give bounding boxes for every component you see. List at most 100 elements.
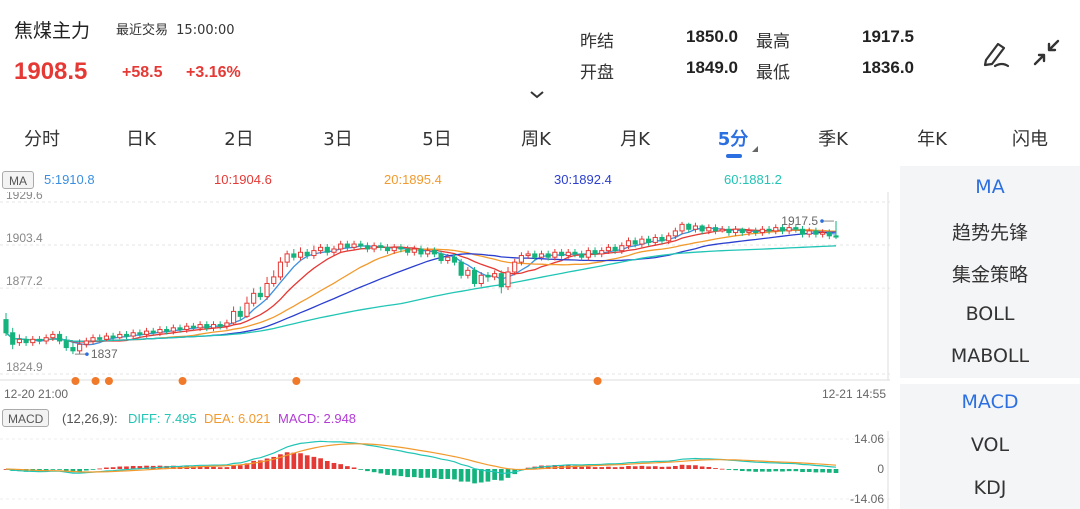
candle-body [639, 238, 645, 245]
indicator-boll[interactable]: BOLL [965, 303, 1015, 325]
candle-body [558, 251, 565, 257]
macd-histogram-bar [452, 469, 457, 480]
tab-monthly[interactable]: 月K [620, 129, 650, 150]
chevron-down-icon[interactable] [528, 86, 546, 99]
indicator-macd[interactable]: MACD [961, 391, 1019, 413]
candle-body [779, 227, 786, 232]
candle-body [759, 228, 765, 234]
macd-histogram-bar [458, 469, 464, 482]
ma20-value: 20:1895.4 [384, 172, 442, 187]
kline-chart[interactable]: 1929.6 1903.4 1877.2 1824.9 12-20 21:00 12-21… [0, 192, 890, 402]
macd-params: (12,26,9): [62, 411, 118, 426]
macd-histogram-bar [63, 469, 69, 472]
macd-dea: DEA: 6.021 [204, 411, 271, 426]
macd-histogram-bar [579, 466, 584, 469]
candle-body [706, 227, 712, 232]
stat-label-prev-settle: 昨结 [580, 32, 614, 52]
candle-body [398, 246, 404, 250]
candle-body [30, 338, 36, 344]
candle-body [518, 255, 524, 263]
macd-histogram-bar [699, 466, 705, 469]
macd-histogram-bar [646, 466, 651, 469]
macd-histogram-bar [746, 469, 752, 472]
y-tick-label: 1877.2 [6, 274, 43, 288]
last-price: 1908.5 [14, 58, 88, 85]
candle-body [833, 235, 839, 238]
tab-3day[interactable]: 3日 [323, 129, 353, 150]
candle-body [492, 273, 498, 278]
macd-histogram-bar [244, 463, 250, 469]
macd-histogram-bar [338, 464, 344, 469]
stat-label-high: 最高 [756, 32, 790, 52]
macd-histogram-bar [231, 465, 236, 469]
x-tick-label: 12-20 21:00 [4, 387, 68, 401]
candle-body [318, 246, 324, 252]
candle-body [137, 332, 143, 335]
candle-body [217, 324, 223, 327]
macd-histogram-bar [445, 469, 451, 479]
candle-body [471, 269, 478, 284]
macd-histogram-bar [110, 467, 116, 469]
tab-intraday[interactable]: 分时 [24, 129, 60, 150]
macd-histogram-bar [358, 469, 364, 470]
macd-chart[interactable]: 14.06 0 -14.06 [0, 431, 890, 509]
tab-quarterly[interactable]: 季K [818, 129, 848, 150]
macd-histogram-bar [130, 465, 136, 469]
tab-flash[interactable]: 闪电 [1012, 129, 1048, 150]
candle-body [478, 274, 484, 284]
indicator-maboll[interactable]: MABOLL [950, 345, 1030, 367]
candle-body [579, 253, 585, 258]
macd-histogram-bar [385, 469, 390, 475]
candle-body [351, 243, 357, 248]
tab-5day[interactable]: 5日 [422, 129, 452, 150]
macd-histogram-bar [211, 466, 216, 469]
ma5-value: 5:1910.8 [44, 172, 95, 187]
candle-body [646, 238, 652, 243]
low-marker-dot [85, 352, 89, 356]
period-dropdown-icon[interactable] [752, 146, 758, 152]
candle-body [70, 347, 76, 352]
tab-5min[interactable]: 5分 [717, 129, 749, 150]
macd-badge[interactable]: MACD [2, 409, 50, 427]
pen-icon[interactable] [978, 36, 1012, 70]
candle-body [692, 225, 699, 230]
indicator-gold-strategy[interactable]: 集金策略 [951, 264, 1028, 286]
macd-histogram-bar [331, 462, 337, 469]
candle-body [605, 246, 611, 252]
macd-histogram-bar [733, 469, 738, 471]
candle-body [813, 230, 819, 235]
collapse-icon[interactable] [1030, 36, 1064, 70]
indicator-vol[interactable]: VOL [970, 434, 1010, 456]
indicator-kdj[interactable]: KDJ [973, 477, 1007, 499]
indicator-ma[interactable]: MA [975, 176, 1005, 198]
tab-yearly[interactable]: 年K [917, 129, 947, 150]
macd-histogram-bar [719, 468, 725, 470]
tab-weekly[interactable]: 周K [521, 129, 551, 150]
candle-body [632, 240, 638, 245]
candle-body [773, 227, 779, 232]
macd-histogram-bar [197, 466, 203, 469]
ma-legend: MA 5:1910.8 10:1904.6 20:1895.4 30:1892.… [0, 168, 890, 192]
ma-badge[interactable]: MA [2, 171, 34, 189]
candle-body [251, 292, 257, 304]
macd-histogram-bar [599, 467, 605, 469]
candle-body [552, 251, 558, 258]
indicator-trend-pioneer[interactable]: 趋势先锋 [951, 222, 1028, 244]
candle-body [378, 245, 384, 248]
macd-histogram-bar [432, 469, 437, 478]
macd-histogram-bar [137, 466, 143, 469]
candle-body [619, 245, 625, 252]
candle-body [666, 235, 672, 242]
y-tick-label: 1824.9 [6, 360, 43, 374]
tab-2day[interactable]: 2日 [224, 129, 254, 150]
macd-histogram-bar [291, 452, 297, 469]
candle-body [659, 236, 665, 242]
candle-body [512, 261, 518, 273]
candle-body [311, 250, 317, 257]
candle-body [50, 333, 56, 339]
stat-label-open: 开盘 [580, 63, 614, 83]
tab-daily[interactable]: 日K [126, 129, 156, 150]
candle-body [465, 269, 471, 276]
candle-body [344, 243, 350, 248]
price-change: +58.5 [122, 64, 163, 81]
